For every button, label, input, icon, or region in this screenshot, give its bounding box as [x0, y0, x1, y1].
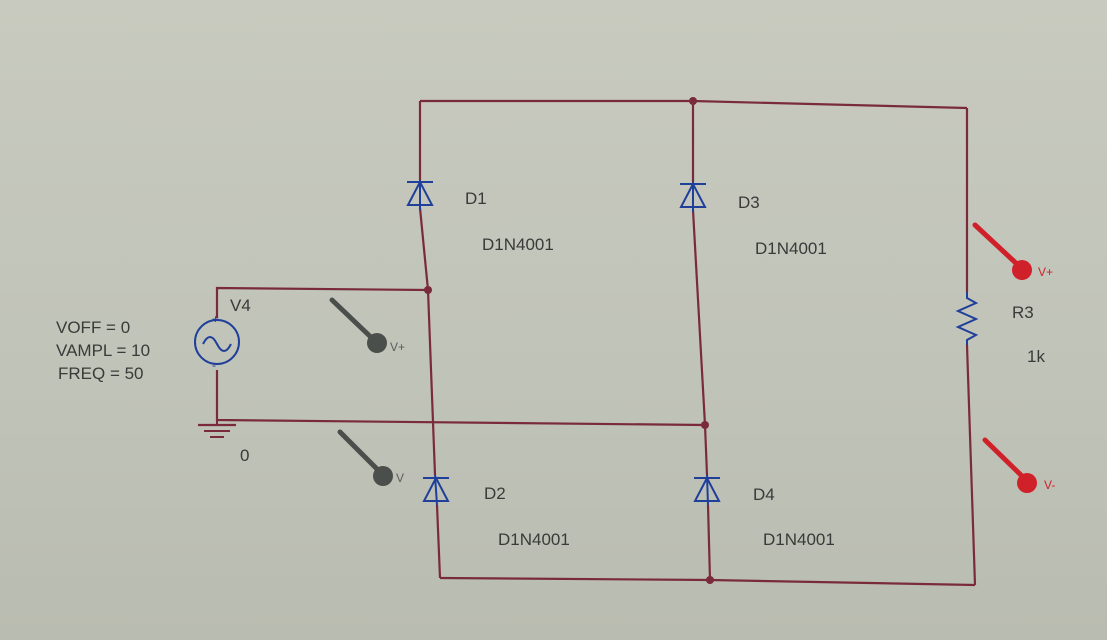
d4-ref-label: D4 — [753, 485, 775, 504]
junction-right — [701, 421, 709, 429]
r3-ref-label: R3 — [1012, 303, 1034, 322]
d4-model-label: D1N4001 — [763, 530, 835, 549]
probe-gray-upper-shaft — [329, 297, 378, 344]
junction-top — [689, 97, 697, 105]
wire-d1-bottom — [418, 207, 430, 291]
voff-label: VOFF = 0 — [56, 318, 130, 337]
diode-d3[interactable] — [679, 181, 707, 212]
v4-ref-label: V4 — [230, 296, 251, 315]
diode-d1[interactable] — [406, 179, 434, 210]
wire-d4-bottom — [706, 504, 712, 581]
wire-d2-bottom — [435, 504, 442, 579]
wire-d2-top — [426, 289, 437, 476]
probe-red-upper-label: V+ — [1038, 265, 1053, 279]
source-plus-sign: + — [212, 312, 219, 326]
r3-value-label: 1k — [1027, 347, 1045, 366]
d2-ref-label: D2 — [484, 484, 506, 503]
d3-model-label: D1N4001 — [755, 239, 827, 258]
probe-red-upper[interactable] — [972, 222, 1032, 280]
sine-wave-icon — [202, 336, 232, 352]
d2-model-label: D1N4001 — [498, 530, 570, 549]
freq-label: FREQ = 50 — [58, 364, 144, 383]
probe-red-upper-tip — [1012, 260, 1032, 280]
probe-gray-lower-label: V — [396, 471, 404, 485]
diode-d1-triangle — [406, 179, 434, 206]
probe-red-upper-shaft — [972, 222, 1021, 268]
ac-source-v4[interactable]: + - — [194, 312, 240, 372]
d1-ref-label: D1 — [465, 189, 487, 208]
resistor-zigzag — [955, 292, 979, 345]
source-minus-sign: - — [212, 358, 216, 372]
labels: D1 D1N4001 D3 D1N4001 D2 D1N4001 D4 D1N4… — [56, 189, 1055, 549]
probe-gray-upper-label: V+ — [390, 340, 405, 354]
probe-gray-lower[interactable] — [337, 429, 393, 486]
probe-gray-upper-tip — [367, 333, 387, 353]
resistor-r3[interactable] — [955, 292, 979, 345]
wire-d4-top — [703, 424, 709, 476]
ground-node-label: 0 — [240, 446, 249, 465]
junction-left — [424, 286, 432, 294]
diode-d3-triangle — [679, 181, 707, 208]
diode-d2-triangle — [422, 475, 450, 502]
diode-d4[interactable] — [693, 474, 721, 506]
probe-gray-lower-tip — [373, 466, 393, 486]
vampl-label: VAMPL = 10 — [56, 341, 150, 360]
source-circle — [194, 319, 240, 365]
junction-bottom — [706, 576, 714, 584]
ground-symbol — [198, 420, 236, 438]
junctions — [424, 97, 714, 584]
diode-d2[interactable] — [422, 474, 450, 506]
probe-red-lower-shaft — [982, 437, 1027, 481]
probe-red-lower[interactable] — [982, 437, 1037, 493]
wire-r3-bottom — [965, 344, 977, 586]
wire-source-top — [215, 286, 429, 318]
probe-gray-upper[interactable] — [329, 297, 387, 353]
probe-red-lower-tip — [1017, 473, 1037, 493]
diode-d4-triangle — [693, 475, 721, 502]
wire-source-bottom — [215, 370, 706, 427]
d1-model-label: D1N4001 — [482, 235, 554, 254]
probe-gray-lower-shaft — [337, 429, 383, 475]
d3-ref-label: D3 — [738, 193, 760, 212]
probe-red-lower-label: V- — [1044, 478, 1055, 492]
wire-d3-bottom — [691, 209, 707, 426]
wires — [215, 99, 977, 587]
